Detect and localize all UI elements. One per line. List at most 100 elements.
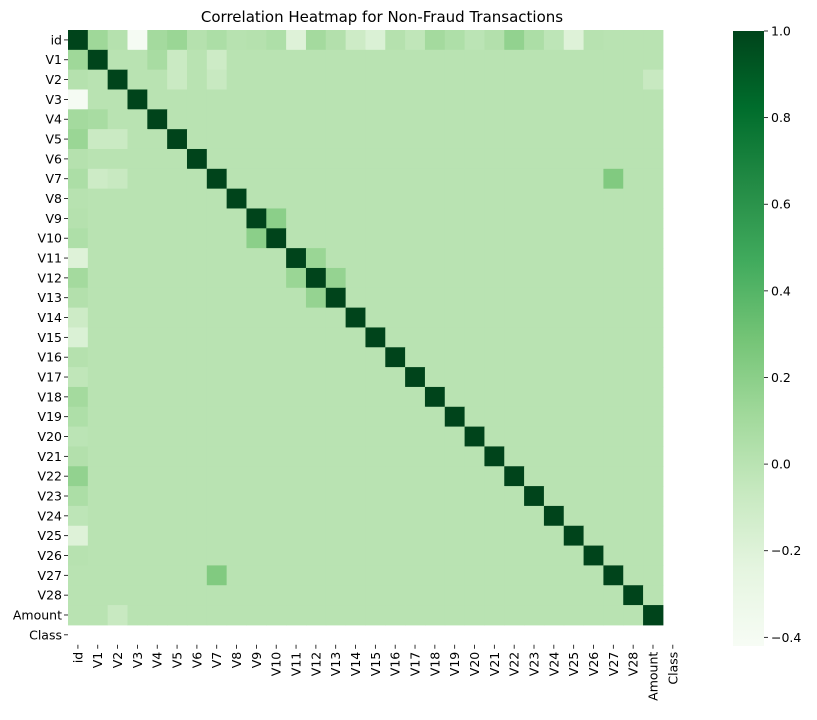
heatmap-cell: [563, 129, 585, 150]
heatmap-cell: [484, 307, 505, 328]
heatmap-cell: [583, 545, 604, 566]
heatmap-cell: [345, 109, 366, 130]
heatmap-cell: [385, 109, 406, 130]
heatmap-cell: [543, 446, 565, 467]
heatmap-cell: [385, 486, 406, 507]
heatmap-cell: [464, 129, 485, 150]
heatmap-cell: [424, 228, 446, 249]
heatmap-cell: [643, 129, 664, 150]
heatmap-cell: [266, 208, 287, 229]
heatmap-cell: [623, 605, 644, 626]
heatmap-cell: [504, 367, 525, 388]
y-tick-label: V6: [45, 151, 62, 166]
heatmap-cell: [583, 69, 604, 90]
heatmap-cell: [603, 605, 624, 626]
heatmap-cell: [424, 446, 446, 467]
heatmap-cell: [603, 466, 624, 487]
heatmap-cell: [563, 466, 585, 487]
heatmap-cell: [623, 525, 644, 547]
heatmap-cell: [444, 486, 466, 507]
heatmap-cell: [504, 49, 525, 71]
heatmap-cell: [266, 347, 287, 368]
heatmap-cell: [385, 406, 406, 428]
heatmap-cell: [365, 585, 386, 606]
colorbar-tick-label: 0.2: [771, 370, 791, 385]
heatmap-cell: [226, 406, 247, 428]
heatmap-cell: [167, 49, 188, 71]
heatmap-cell: [643, 228, 664, 249]
heatmap-cell: [68, 188, 89, 209]
heatmap-cell: [167, 466, 188, 487]
heatmap-cell: [127, 208, 148, 229]
heatmap-cell: [543, 267, 565, 289]
heatmap-cell: [603, 406, 624, 428]
heatmap-cell: [286, 168, 307, 190]
heatmap-cell: [147, 446, 168, 467]
heatmap-cell: [107, 505, 128, 527]
heatmap-cell: [246, 208, 267, 229]
heatmap-cell: [484, 545, 505, 566]
heatmap-cell: [226, 228, 247, 249]
heatmap-cell: [147, 267, 168, 289]
heatmap-cell: [206, 208, 228, 229]
y-tick-label: V8: [45, 191, 62, 206]
heatmap-cell: [543, 287, 565, 309]
heatmap-cell: [484, 109, 505, 130]
y-axis-tick-labels: id V1 V2 V3 V4 V5 V6 V7 V8 V9 V10 V11 V12 V13 V14 V15 V1…: [13, 32, 68, 642]
heatmap-cell: [68, 505, 89, 527]
heatmap-cell: [543, 347, 565, 368]
heatmap-cell: [246, 605, 267, 626]
heatmap-cell: [524, 426, 545, 447]
heatmap-cell: [325, 406, 347, 428]
heatmap-cell: [305, 30, 327, 51]
heatmap-cell: [305, 585, 327, 606]
heatmap-cell: [563, 565, 585, 586]
heatmap-cell: [266, 486, 287, 507]
heatmap-cell: [365, 426, 386, 447]
x-tick-label: V22: [507, 652, 522, 676]
heatmap-cell: [107, 148, 128, 170]
heatmap-cell: [325, 605, 347, 626]
heatmap-cell: [543, 525, 565, 547]
heatmap-cell: [583, 89, 604, 110]
heatmap-cell: [464, 446, 485, 467]
heatmap-cell: [504, 406, 525, 428]
heatmap-cell: [464, 148, 485, 170]
heatmap-cell: [524, 287, 545, 309]
heatmap-cell: [444, 109, 466, 130]
heatmap-cell: [127, 148, 148, 170]
heatmap-cell: [286, 89, 307, 110]
heatmap-cell: [504, 69, 525, 90]
heatmap-cell: [345, 267, 366, 289]
heatmap-cells: [68, 30, 664, 626]
heatmap-cell: [147, 367, 168, 388]
heatmap-cell: [365, 525, 386, 547]
heatmap-cell: [87, 446, 109, 467]
heatmap-cell: [444, 585, 466, 606]
heatmap-cell: [563, 585, 585, 606]
heatmap-cell: [305, 565, 327, 586]
heatmap-cell: [603, 208, 624, 229]
heatmap-cell: [107, 565, 128, 586]
heatmap-cell: [424, 30, 446, 51]
heatmap-cell: [147, 545, 168, 566]
heatmap-cell: [226, 129, 247, 150]
heatmap-cell: [543, 406, 565, 428]
heatmap-cell: [504, 605, 525, 626]
heatmap-cell: [484, 565, 505, 586]
y-tick-label: V24: [38, 508, 63, 523]
heatmap-cell: [305, 89, 327, 110]
heatmap-cell: [444, 466, 466, 487]
heatmap-cell: [186, 148, 208, 170]
heatmap-cell: [603, 446, 624, 467]
heatmap-cell: [266, 228, 287, 249]
heatmap-cell: [424, 69, 446, 90]
heatmap-cell: [524, 248, 545, 269]
heatmap-cell: [147, 148, 168, 170]
y-tick-label: Class: [29, 627, 62, 642]
heatmap-cell: [226, 525, 247, 547]
y-tick-label: V5: [45, 132, 62, 147]
heatmap-cell: [623, 49, 644, 71]
heatmap-cell: [603, 347, 624, 368]
heatmap-cell: [167, 208, 188, 229]
